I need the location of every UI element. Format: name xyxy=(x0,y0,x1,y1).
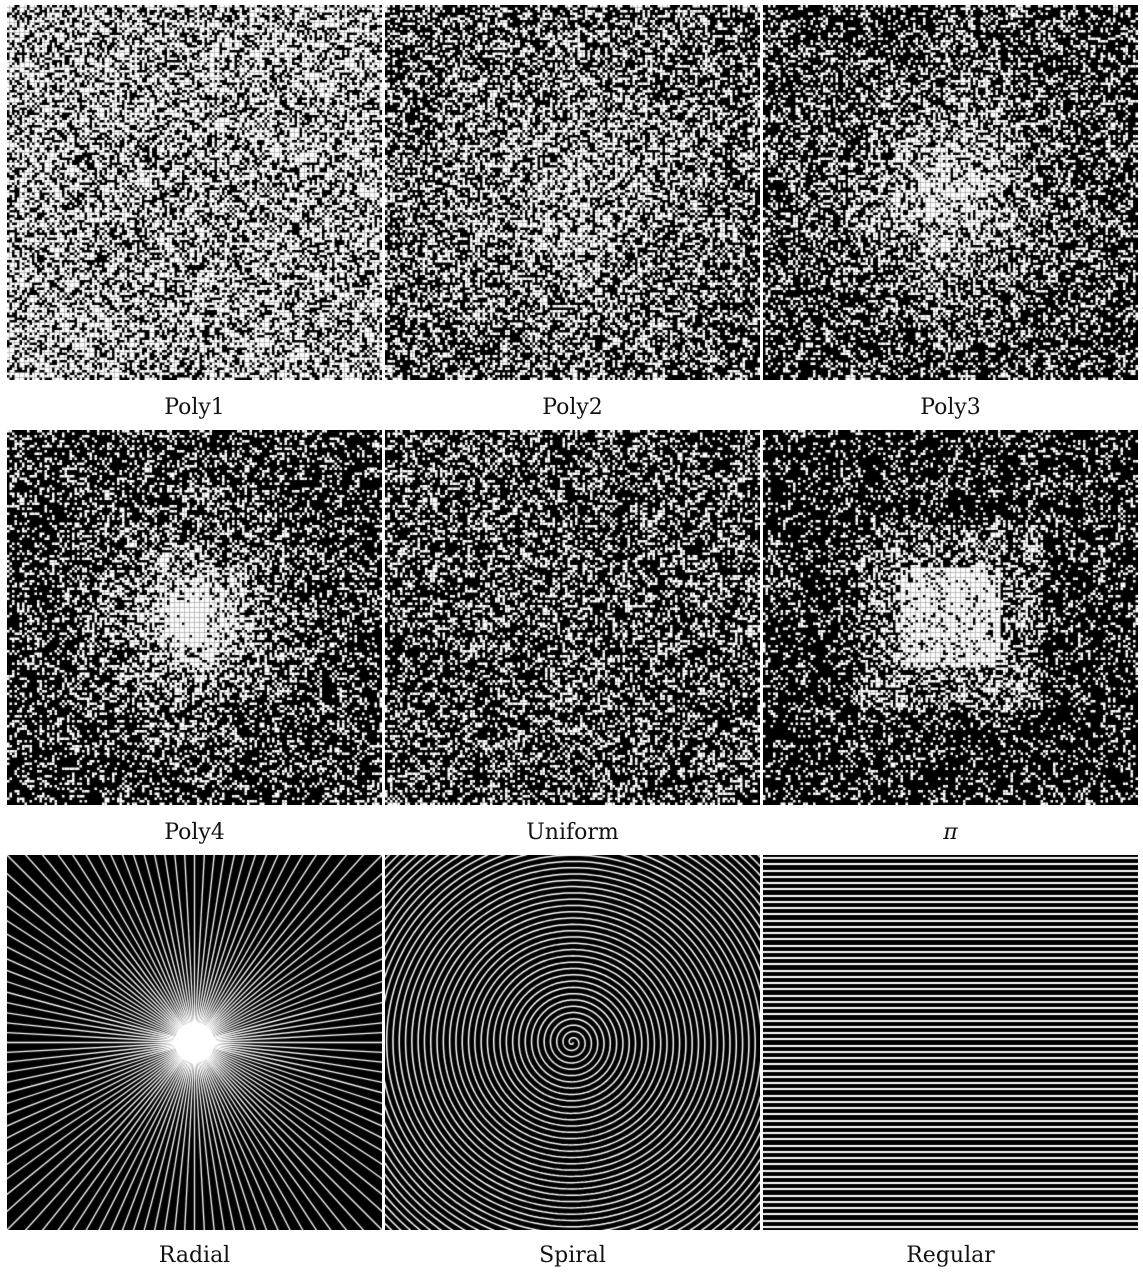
uniform-sampling-pattern xyxy=(385,430,760,805)
caption-poly4: Poly4 xyxy=(164,820,225,845)
pi-sampling-pattern xyxy=(763,430,1138,805)
poly3-sampling-pattern xyxy=(763,5,1138,380)
panel-poly3 xyxy=(763,5,1138,380)
caption-poly1: Poly1 xyxy=(164,395,225,420)
caption-radial: Radial xyxy=(158,1243,231,1268)
poly4-sampling-pattern xyxy=(7,430,382,805)
panel-poly1 xyxy=(7,5,382,380)
poly1-sampling-pattern xyxy=(7,5,382,380)
radial-sampling-pattern xyxy=(7,855,382,1230)
spiral-sampling-pattern xyxy=(385,855,760,1230)
caption-spiral: Spiral xyxy=(539,1243,606,1268)
poly2-sampling-pattern xyxy=(385,5,760,380)
panel-poly4 xyxy=(7,430,382,805)
panel-pi xyxy=(763,430,1138,805)
caption-uniform: Uniform xyxy=(526,820,619,845)
caption-poly3: Poly3 xyxy=(920,395,981,420)
caption-regular: Regular xyxy=(906,1243,995,1268)
panel-uniform xyxy=(385,430,760,805)
regular-sampling-pattern xyxy=(763,855,1138,1230)
panel-regular xyxy=(763,855,1138,1230)
panel-spiral xyxy=(385,855,760,1230)
panel-poly2 xyxy=(385,5,760,380)
caption-poly2: Poly2 xyxy=(542,395,603,420)
panel-radial xyxy=(7,855,382,1230)
caption-pi: π xyxy=(943,820,958,845)
